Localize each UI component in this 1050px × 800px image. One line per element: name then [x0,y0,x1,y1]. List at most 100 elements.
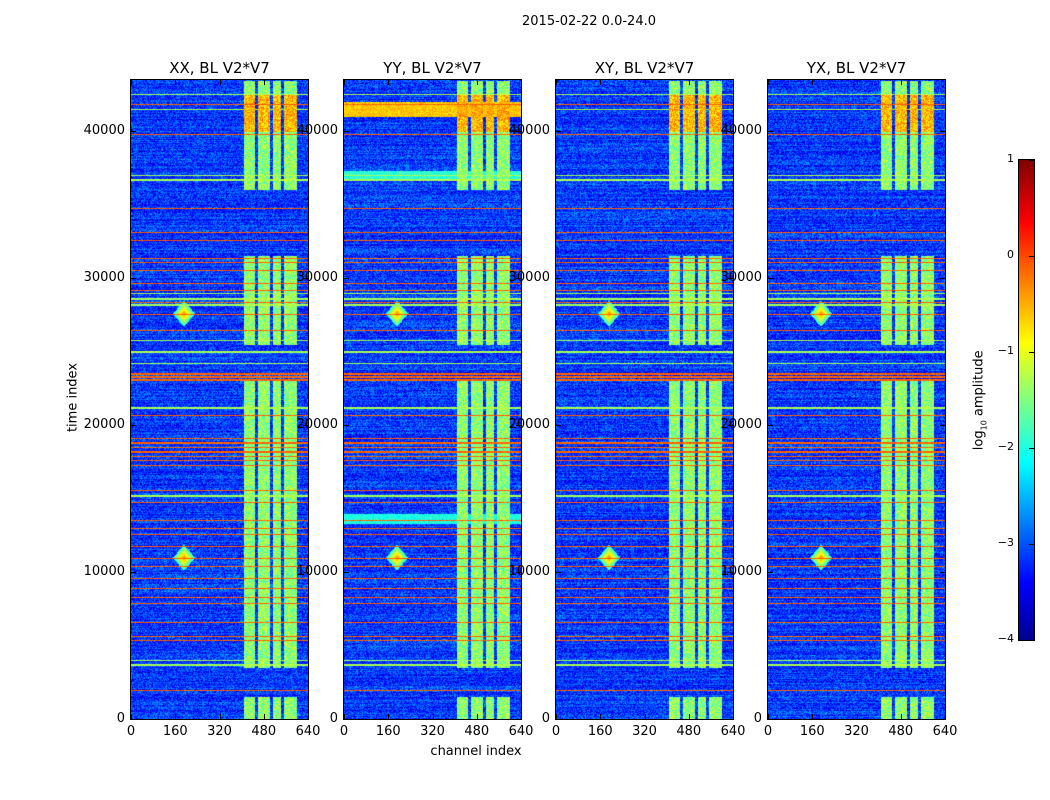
x-tick-mark [263,80,265,85]
y-tick-mark [131,131,136,132]
heatmap-image [344,80,521,719]
y-tick-mark [768,278,773,279]
panel-title: XX, BL V2*V7 [169,59,270,77]
x-tick-label: 0 [551,724,561,739]
y-tick-mark [303,131,308,132]
x-tick-mark [131,80,132,85]
colorbar-tick-mark [1029,640,1034,641]
x-tick-mark [388,80,390,85]
y-tick-label: 20000 [720,417,762,432]
x-tick-label: 640 [720,724,746,739]
y-tick-mark [768,131,773,132]
x-tick-label: 160 [162,724,188,739]
x-tick-mark [556,80,557,85]
x-tick-label: 640 [932,724,958,739]
y-tick-label: 10000 [296,564,338,579]
colorbar-tick-label: −4 [997,632,1014,645]
heatmap-image [768,80,945,719]
y-tick-label: 40000 [296,123,338,138]
x-tick-mark [308,714,309,719]
y-tick-mark [728,425,733,426]
x-tick-mark [308,80,309,85]
x-tick-label: 640 [508,724,534,739]
y-tick-label: 0 [116,711,125,726]
x-tick-mark [856,714,858,719]
colorbar-tick-mark [1029,160,1034,161]
y-tick-mark [940,278,945,279]
x-tick-label: 480 [676,724,702,739]
y-tick-mark [728,278,733,279]
colorbar-tick-label: −3 [997,536,1014,549]
y-tick-mark [516,719,521,720]
x-tick-mark [344,714,345,719]
colorbar-tick-mark [1029,448,1034,449]
x-tick-mark [600,714,602,719]
y-tick-mark [344,278,349,279]
y-tick-mark [303,425,308,426]
y-tick-mark [768,425,773,426]
colorbar-tick-mark [1029,352,1034,353]
y-tick-mark [516,131,521,132]
y-tick-mark [344,572,349,573]
y-tick-mark [131,719,136,720]
x-tick-mark [644,80,646,85]
colorbar-tick-mark [1029,256,1034,257]
x-tick-mark [856,80,858,85]
y-tick-mark [516,572,521,573]
x-tick-mark [733,714,734,719]
y-tick-mark [516,425,521,426]
x-tick-mark [600,80,602,85]
y-tick-mark [516,278,521,279]
x-tick-label: 160 [799,724,825,739]
y-tick-label: 40000 [720,123,762,138]
y-tick-label: 30000 [720,270,762,285]
x-tick-label: 160 [587,724,613,739]
heatmap-panel [343,79,522,720]
colorbar-label: log10 amplitude [971,350,989,451]
figure-suptitle: 2015-02-22 0.0-24.0 [522,14,656,29]
panel-title: YY, BL V2*V7 [383,59,482,77]
x-tick-label: 320 [632,724,657,739]
y-tick-mark [556,425,561,426]
x-tick-label: 0 [126,724,136,739]
x-tick-mark [812,714,814,719]
x-tick-mark [432,80,434,85]
x-tick-mark [768,714,769,719]
y-tick-label: 0 [329,711,338,726]
x-tick-label: 160 [375,724,401,739]
y-tick-label: 20000 [508,417,550,432]
x-tick-mark [521,714,522,719]
x-tick-label: 0 [763,724,773,739]
x-tick-mark [521,80,522,85]
y-tick-label: 20000 [83,417,125,432]
heatmap-image [556,80,733,719]
y-tick-label: 30000 [83,270,125,285]
y-tick-mark [131,278,136,279]
x-tick-label: 480 [888,724,914,739]
colorbar-tick-label: 1 [1007,152,1014,165]
x-tick-label: 320 [844,724,869,739]
x-tick-label: 0 [339,724,349,739]
colorbar-tick-label: −2 [997,440,1014,453]
heatmap-panel [130,79,309,720]
x-tick-mark [432,714,434,719]
y-tick-label: 40000 [83,123,125,138]
y-tick-mark [940,572,945,573]
x-tick-mark [945,80,946,85]
colorbar-tick-mark [1029,544,1034,545]
x-tick-mark [900,80,902,85]
y-tick-mark [728,719,733,720]
x-tick-mark [219,714,221,719]
x-axis-label: channel index [430,744,522,759]
y-tick-mark [556,131,561,132]
y-tick-label: 10000 [720,564,762,579]
x-tick-mark [476,714,478,719]
x-tick-label: 480 [464,724,490,739]
x-tick-mark [733,80,734,85]
x-tick-label: 320 [420,724,445,739]
y-tick-mark [556,719,561,720]
y-tick-label: 10000 [508,564,550,579]
y-tick-mark [940,425,945,426]
y-tick-label: 0 [753,711,762,726]
